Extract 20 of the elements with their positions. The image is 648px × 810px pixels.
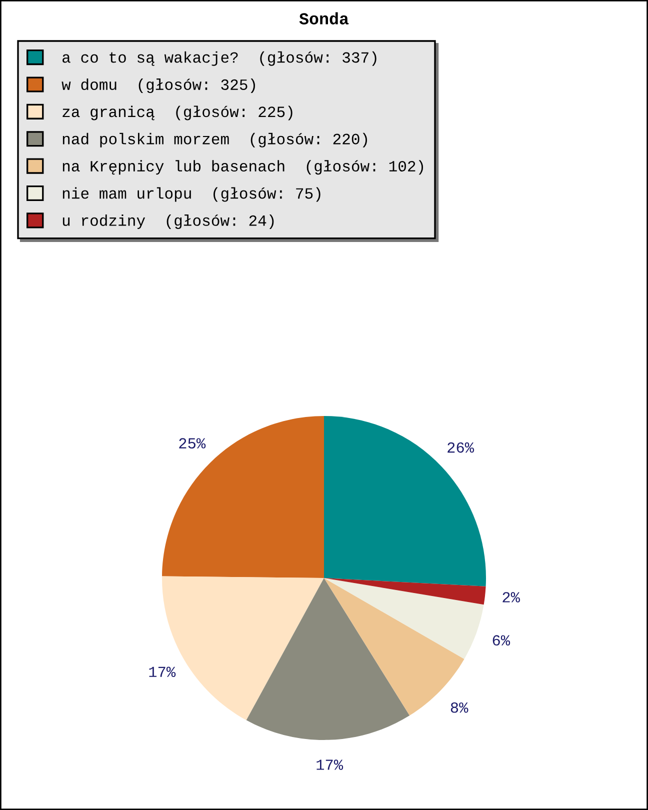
legend-label: nie mam urlopu (głosów: 75): [62, 187, 320, 202]
legend-label: na Krępnicy lub basenach (głosów: 102): [62, 160, 424, 175]
data-label: 17%: [316, 760, 344, 770]
data-label: 6%: [492, 635, 510, 646]
data-label: 26%: [448, 442, 474, 453]
data-label: 25%: [179, 438, 206, 448]
legend-label: u rodziny (głosów: 24): [62, 214, 274, 229]
legend-label: za granicą (głosów: 225): [62, 106, 292, 120]
legend-label: nad polskim morzem (głosów: 220): [62, 132, 367, 148]
data-label: 2%: [502, 592, 520, 602]
data-label: 17%: [149, 666, 176, 678]
pie-slice: [324, 578, 486, 605]
pie-slice: [162, 416, 324, 578]
legend-label: w domu (głosów: 325): [62, 78, 255, 94]
pie-slice: [246, 578, 410, 740]
pie-slice: [324, 578, 484, 659]
legend-label: a co to są wakacje? (głosów: 337): [62, 51, 376, 66]
data-label: 8%: [450, 702, 468, 713]
pie-slice: [324, 416, 486, 586]
chart-title: Sonda: [299, 12, 349, 24]
